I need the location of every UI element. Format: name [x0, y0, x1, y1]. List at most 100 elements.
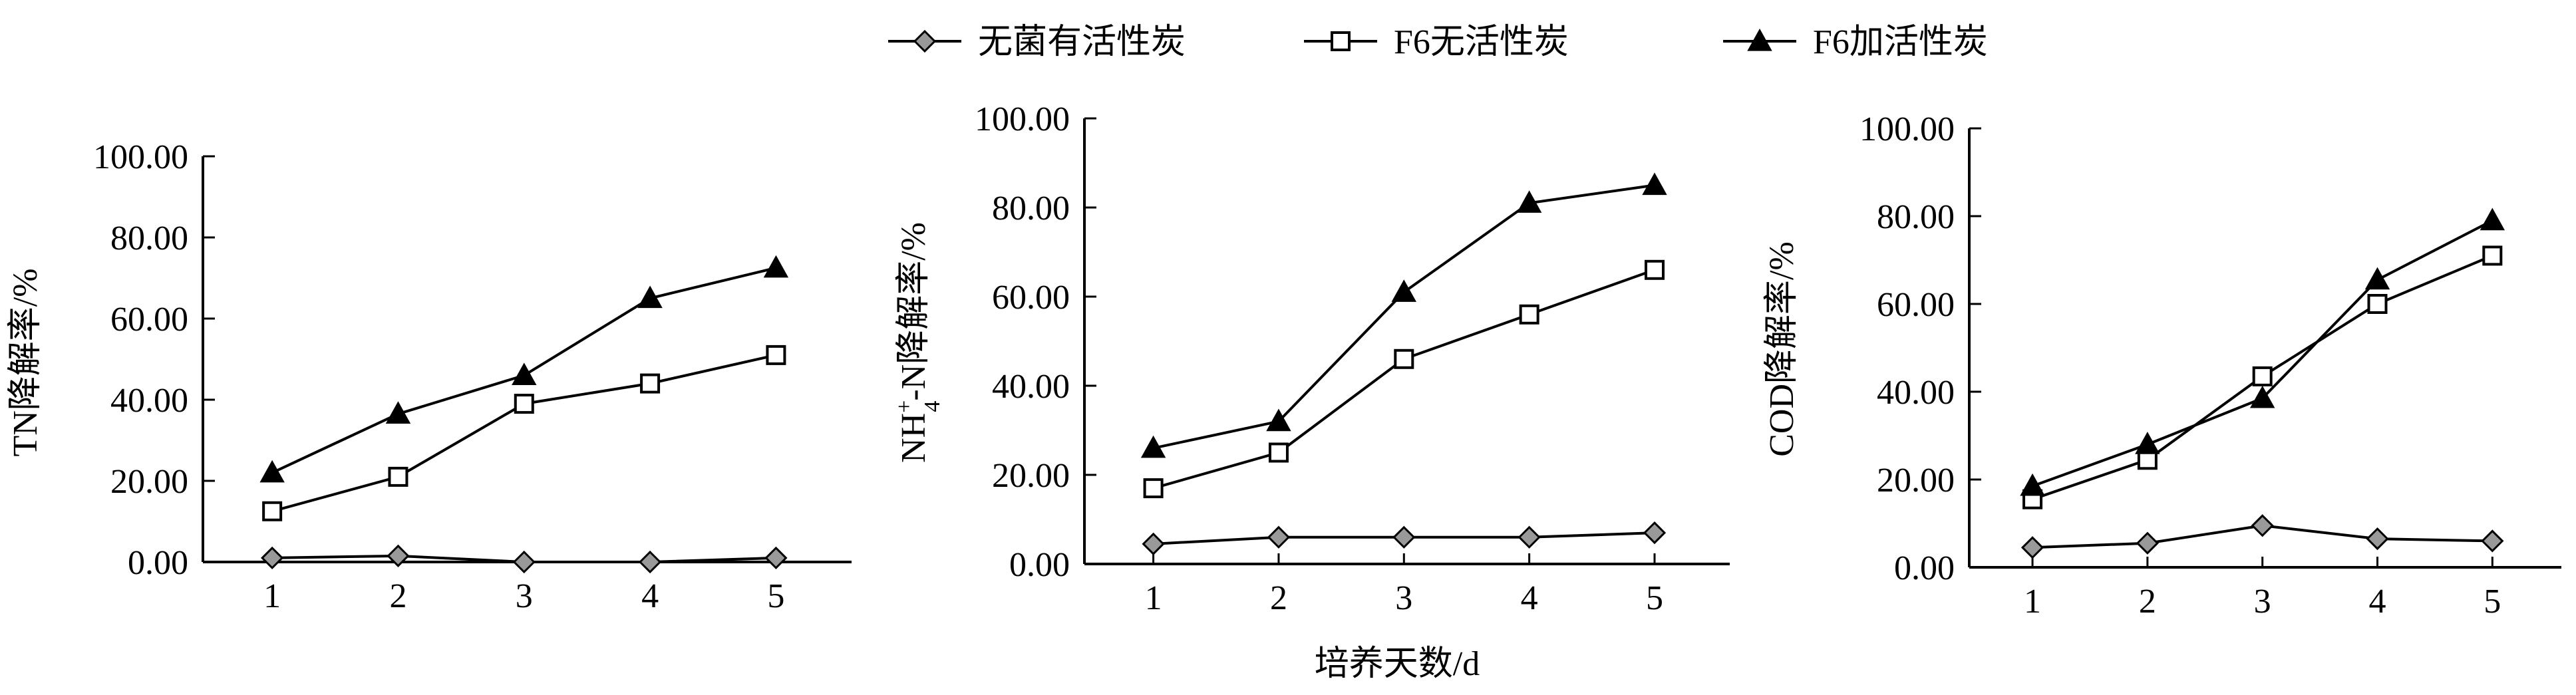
data-point — [2481, 529, 2504, 553]
data-point — [385, 401, 411, 424]
series-3 — [1140, 172, 1667, 458]
legend: 无菌有活性炭 F6无活性炭 F6加活性炭 — [888, 23, 1988, 61]
data-point — [638, 550, 662, 574]
x-tick-label: 3 — [516, 577, 533, 615]
data-point — [1516, 190, 1542, 213]
data-point — [512, 550, 536, 574]
series-2 — [2022, 245, 2503, 509]
legend-item: F6无活性炭 — [1304, 23, 1569, 61]
data-point — [1391, 279, 1416, 302]
x-tick-label: 2 — [389, 577, 406, 615]
y-tick-label: 40.00 — [992, 368, 1070, 406]
data-point — [1140, 435, 1166, 458]
data-point — [2135, 432, 2160, 454]
y-axis-label: NH+ 4-N降解率/% — [892, 222, 945, 463]
chart-panel-3: 0.00 20.00 40.00 60.00 80.00 100.00 1 2 3 4 5 COD降解… — [1763, 110, 2561, 621]
series-3 — [2020, 208, 2505, 496]
data-point — [388, 466, 408, 487]
y-tick-label: 40.00 — [1877, 374, 1955, 412]
x-tick-label: 1 — [1145, 579, 1162, 617]
x-tick-label: 3 — [2254, 583, 2271, 621]
data-point — [640, 373, 661, 394]
x-tick-label: 2 — [1270, 579, 1287, 617]
legend-item: F6加活性炭 — [1723, 23, 1988, 61]
data-point — [2482, 245, 2503, 266]
data-point — [2136, 531, 2159, 555]
y-tick-label: 100.00 — [93, 138, 188, 176]
x-tick-label: 5 — [1646, 579, 1663, 617]
y-axis-label-rest: -N降解率/% — [895, 222, 933, 401]
data-point — [1266, 408, 1291, 432]
data-point — [387, 544, 410, 567]
legend-marker — [913, 29, 937, 53]
series-line — [1153, 184, 1655, 450]
y-tick-label: 20.00 — [1877, 462, 1955, 499]
y-tick-label: 40.00 — [110, 382, 188, 420]
series-2 — [262, 345, 786, 521]
y-tick-label: 80.00 — [992, 190, 1070, 227]
data-point — [1267, 525, 1291, 549]
chart-panel-2: 0.00 20.00 40.00 60.00 80.00 100.00 1 2 3 4 5 NH+ 4-… — [892, 100, 1730, 617]
data-point — [259, 460, 285, 483]
data-point — [514, 394, 534, 414]
data-point — [1642, 172, 1667, 196]
data-point — [262, 501, 283, 521]
series-line — [2032, 219, 2494, 487]
y-tick-label: 100.00 — [975, 100, 1070, 138]
legend-marker — [1747, 28, 1772, 51]
data-point — [2366, 527, 2389, 551]
x-tick-label: 5 — [767, 577, 784, 615]
data-point — [1142, 532, 1165, 555]
x-tick-label: 4 — [2368, 583, 2386, 621]
data-point — [2020, 536, 2044, 559]
chart-panel-1: 0.00 20.00 40.00 60.00 80.00 100.00 1 2 3 4 5 TN降解率… — [7, 138, 852, 615]
data-point — [512, 362, 537, 385]
legend-label: F6无活性炭 — [1394, 23, 1569, 61]
legend-label: 无菌有活性炭 — [978, 23, 1186, 61]
series-3 — [259, 255, 789, 483]
x-tick-label: 3 — [1395, 579, 1412, 617]
legend-label: F6加活性炭 — [1813, 23, 1988, 61]
data-point — [1392, 525, 1416, 549]
y-tick-label: 0.00 — [1009, 546, 1070, 584]
y-tick-label: 60.00 — [110, 301, 188, 339]
series-1 — [2020, 514, 2504, 559]
y-tick-label: 60.00 — [992, 279, 1070, 317]
y-tick-label: 20.00 — [110, 463, 188, 501]
y-axis-label: COD降解率/% — [1763, 241, 1801, 457]
y-tick-label: 0.00 — [128, 544, 188, 582]
data-point — [766, 345, 786, 365]
shared-x-axis-label: 培养天数/d — [1315, 645, 1480, 683]
y-axis-label-sub: 4 — [920, 401, 945, 412]
y-tick-label: 60.00 — [1877, 286, 1955, 324]
x-tick-label: 2 — [2139, 583, 2156, 621]
legend-marker — [1331, 31, 1351, 51]
y-axis-label: TN降解率/% — [7, 268, 45, 456]
x-tick-label: 5 — [2484, 583, 2501, 621]
data-point — [261, 546, 284, 570]
data-point — [2020, 473, 2045, 496]
data-point — [1518, 525, 1541, 549]
y-tick-label: 20.00 — [992, 457, 1070, 495]
x-tick-label: 1 — [2024, 583, 2041, 621]
data-point — [2364, 267, 2390, 290]
y-tick-label: 80.00 — [110, 219, 188, 257]
data-point — [1643, 521, 1667, 545]
data-point — [2367, 294, 2388, 314]
data-point — [2480, 208, 2505, 231]
data-point — [2249, 385, 2275, 408]
legend-item: 无菌有活性炭 — [888, 23, 1186, 61]
series-1 — [1142, 521, 1667, 555]
data-point — [1394, 348, 1414, 369]
y-axis-label-main: NH — [895, 413, 933, 463]
data-point — [2251, 514, 2274, 537]
data-point — [1644, 259, 1665, 280]
data-point — [764, 546, 788, 570]
data-point — [1268, 442, 1289, 463]
y-axis-label-sup: + — [892, 400, 917, 413]
y-tick-label: 80.00 — [1877, 198, 1955, 236]
data-point — [1519, 304, 1539, 325]
series-2 — [1143, 259, 1665, 499]
